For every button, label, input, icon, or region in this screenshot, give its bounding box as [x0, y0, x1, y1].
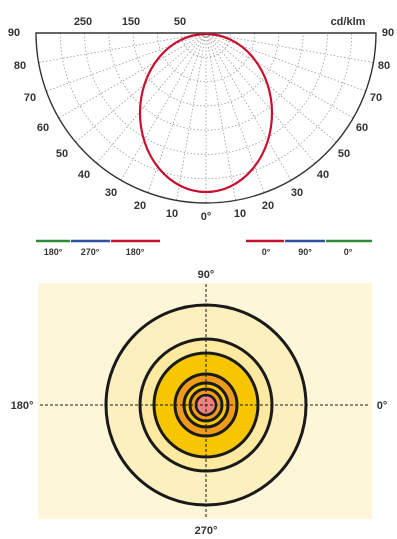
- intensity-tick-50: 50: [174, 16, 186, 28]
- legend-left-label-1: 180°: [44, 247, 63, 257]
- isolux-diagram: 90° 180° 0° 270°: [11, 269, 388, 537]
- legend-right-label-1: 0°: [262, 247, 271, 257]
- legend-right-label-3: 0°: [344, 247, 353, 257]
- grid-radial: [205, 32, 366, 92]
- angle-label-left-70: 70: [24, 92, 36, 104]
- angle-label-left-20: 20: [134, 200, 146, 212]
- angle-label-right-70: 70: [370, 92, 382, 104]
- isolux-label-right: 0°: [377, 400, 388, 412]
- angle-label-left-80: 80: [14, 60, 26, 72]
- grid-radial: [205, 32, 354, 119]
- isolux-label-top: 90°: [198, 269, 215, 281]
- grid-radial: [205, 32, 337, 143]
- grid-radial: [38, 32, 207, 63]
- polar-grid: [35, 32, 377, 204]
- intensity-tick-250: 250: [74, 16, 92, 28]
- legend-left-label-2: 270°: [81, 247, 100, 257]
- isolux-label-bottom: 270°: [195, 525, 218, 537]
- grid-radial: [205, 32, 265, 193]
- grid-radial: [176, 32, 207, 201]
- grid-arc: [59, 32, 353, 180]
- grid-radial: [147, 32, 207, 193]
- legend-right-label-2: 90°: [298, 247, 312, 257]
- grid-arc: [84, 32, 328, 155]
- angle-label-right-60: 60: [356, 122, 368, 134]
- intensity-curve: [138, 32, 274, 194]
- unit-label: cd/klm: [331, 16, 366, 28]
- legend: 180° 270° 180° 0° 90° 0°: [36, 239, 372, 257]
- grid-radial: [120, 32, 207, 181]
- grid-arc: [108, 32, 304, 131]
- angle-label-left-60: 60: [37, 122, 49, 134]
- angle-label-left-40: 40: [78, 169, 90, 181]
- grid-radial: [205, 32, 374, 63]
- grid-outer-boundary: [35, 32, 377, 204]
- angle-label-right-40: 40: [317, 169, 329, 181]
- legend-left-label-3: 180°: [126, 247, 145, 257]
- angle-label-right-20: 20: [262, 200, 274, 212]
- angle-label-right-50: 50: [338, 148, 350, 160]
- angle-label-right-80: 80: [378, 60, 390, 72]
- angle-label-center-0: 0°: [201, 211, 212, 223]
- angle-label-right-10: 10: [234, 208, 246, 220]
- grid-radial: [46, 32, 207, 92]
- angle-label-right-30: 30: [291, 187, 303, 199]
- intensity-tick-150: 150: [122, 16, 140, 28]
- isolux-label-left: 180°: [11, 400, 34, 412]
- grid-radial: [205, 32, 316, 164]
- polar-intensity-diagram: 250 150 50 cd/klm 90 80 70 60 50 40 30 2…: [8, 16, 394, 223]
- grid-radial: [58, 32, 207, 119]
- grid-radial: [96, 32, 207, 164]
- grid-radial: [205, 32, 292, 181]
- angle-label-left-10: 10: [166, 208, 178, 220]
- angle-label-left-50: 50: [56, 148, 68, 160]
- angle-label-left-30: 30: [105, 187, 117, 199]
- grid-radial: [75, 32, 207, 143]
- grid-radial: [205, 32, 236, 201]
- angle-label-right-90: 90: [382, 27, 394, 39]
- angle-label-left-90: 90: [8, 27, 20, 39]
